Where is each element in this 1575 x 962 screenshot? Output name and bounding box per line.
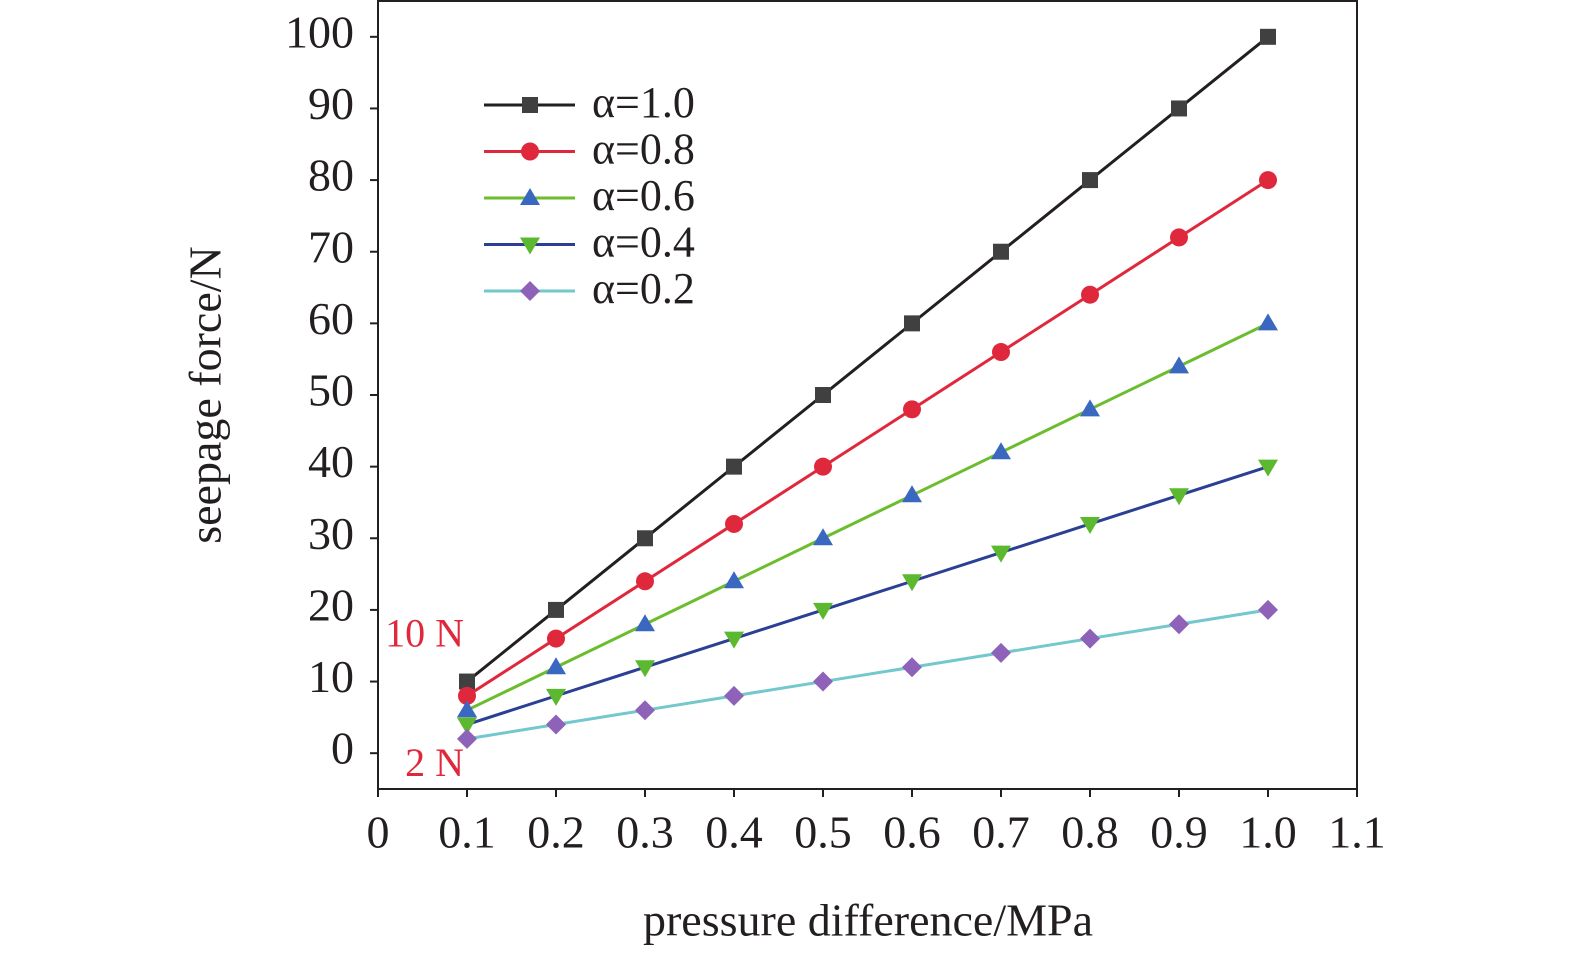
- marker: [724, 631, 744, 649]
- marker: [1258, 459, 1278, 477]
- x-tick-label: 1.0: [1239, 807, 1297, 858]
- y-tick-label: 100: [285, 6, 354, 57]
- marker: [635, 700, 655, 721]
- marker: [813, 671, 833, 692]
- marker: [1258, 599, 1278, 620]
- y-axis-label: seepage force/N: [180, 246, 231, 544]
- y-tick-label: 0: [331, 723, 354, 774]
- x-tick-label: 0: [367, 807, 390, 858]
- y-tick-label: 40: [308, 436, 354, 487]
- marker: [815, 387, 831, 403]
- marker: [546, 657, 566, 675]
- marker: [991, 642, 1011, 663]
- legend-marker: [520, 237, 540, 255]
- marker: [1258, 313, 1278, 331]
- marker: [991, 545, 1011, 563]
- marker: [1080, 628, 1100, 649]
- y-tick-label: 70: [308, 221, 354, 272]
- marker: [457, 700, 477, 718]
- marker: [991, 442, 1011, 460]
- x-tick-label: 0.3: [616, 807, 674, 858]
- legend-label: α=0.4: [592, 218, 695, 267]
- marker: [547, 629, 565, 648]
- marker: [1081, 285, 1099, 304]
- series-line: [466, 178, 1269, 698]
- marker: [457, 728, 477, 749]
- marker: [1080, 399, 1100, 417]
- marker: [726, 458, 742, 475]
- x-axis-label: pressure difference/MPa: [643, 895, 1093, 946]
- marker: [902, 574, 922, 592]
- legend-marker: [520, 188, 540, 205]
- series-line: [466, 608, 1269, 741]
- marker: [813, 602, 833, 620]
- plot-frame: [377, 0, 1358, 790]
- y-tick-label: 20: [308, 579, 354, 630]
- marker: [459, 673, 475, 690]
- legend-label: α=0.8: [592, 125, 695, 174]
- marker: [457, 717, 477, 735]
- marker: [902, 485, 922, 503]
- marker: [813, 528, 833, 546]
- y-tick-label: 10: [308, 651, 354, 702]
- marker: [992, 343, 1010, 362]
- marker: [1169, 488, 1189, 506]
- y-tick-label: 30: [308, 508, 354, 559]
- legend-label: α=0.6: [592, 171, 695, 220]
- marker: [1171, 100, 1187, 117]
- series-line: [466, 465, 1269, 726]
- marker: [724, 685, 744, 706]
- x-tick-label: 0.5: [794, 807, 852, 858]
- legend-label: α=0.2: [592, 264, 695, 313]
- marker: [902, 657, 922, 678]
- marker: [546, 714, 566, 735]
- x-tick-label: 0.6: [883, 807, 941, 858]
- marker: [1170, 228, 1188, 247]
- x-tick-label: 0.7: [972, 807, 1030, 858]
- marker: [546, 688, 566, 706]
- marker: [1082, 172, 1098, 189]
- legend-marker: [522, 97, 538, 113]
- marker: [725, 514, 743, 533]
- x-tick-label: 0.1: [438, 807, 496, 858]
- marker: [548, 601, 564, 618]
- marker: [724, 571, 744, 589]
- marker: [1169, 614, 1189, 635]
- legend-marker: [520, 281, 540, 301]
- x-tick-label: 0.8: [1061, 807, 1119, 858]
- annotation: 2 N: [405, 740, 464, 785]
- marker: [1080, 516, 1100, 534]
- marker: [637, 530, 653, 547]
- annotation: 10 N: [385, 611, 464, 656]
- y-tick-label: 60: [308, 293, 354, 344]
- marker: [904, 315, 920, 332]
- marker: [814, 457, 832, 476]
- x-tick-label: 1.1: [1328, 807, 1386, 858]
- y-tick-label: 80: [308, 150, 354, 201]
- x-tick-label: 0.2: [527, 807, 585, 858]
- marker: [1259, 171, 1277, 190]
- series-line: [466, 322, 1269, 712]
- marker: [635, 614, 655, 632]
- y-tick-label: 50: [308, 365, 354, 416]
- x-tick-label: 0.4: [705, 807, 763, 858]
- x-tick-label: 0.9: [1150, 807, 1208, 858]
- series-line: [466, 35, 1269, 683]
- marker: [1260, 28, 1276, 45]
- marker: [1169, 356, 1189, 374]
- marker: [636, 572, 654, 591]
- legend-label: α=1.0: [592, 78, 695, 127]
- marker: [993, 243, 1009, 260]
- legend-marker: [521, 142, 539, 161]
- y-tick-label: 90: [308, 78, 354, 129]
- marker: [458, 686, 476, 705]
- marker: [635, 660, 655, 678]
- marker: [903, 400, 921, 419]
